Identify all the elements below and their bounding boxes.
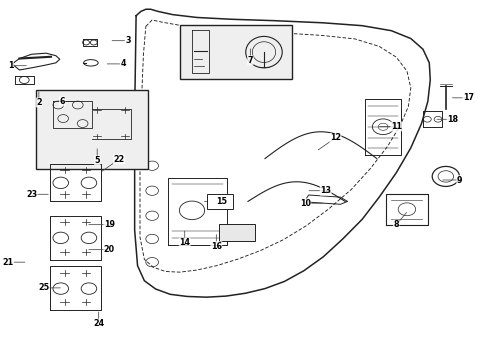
Text: 22: 22 xyxy=(114,155,125,164)
Text: 21: 21 xyxy=(2,258,14,267)
Text: 10: 10 xyxy=(300,199,311,208)
Text: 18: 18 xyxy=(447,115,458,124)
Text: 2: 2 xyxy=(36,98,42,107)
Text: 6: 6 xyxy=(59,97,65,106)
Text: 17: 17 xyxy=(463,93,474,102)
Text: 16: 16 xyxy=(211,242,222,251)
Text: 3: 3 xyxy=(125,36,131,45)
Text: 15: 15 xyxy=(216,197,227,206)
Text: 11: 11 xyxy=(391,122,402,131)
Text: 14: 14 xyxy=(179,238,190,247)
Text: 19: 19 xyxy=(104,220,115,229)
Text: 24: 24 xyxy=(93,319,104,328)
Text: 8: 8 xyxy=(393,220,399,229)
Text: 1: 1 xyxy=(8,61,13,70)
Text: 12: 12 xyxy=(330,133,341,142)
FancyBboxPatch shape xyxy=(180,25,292,79)
Bar xyxy=(207,194,233,209)
Text: 13: 13 xyxy=(320,186,331,195)
Text: 25: 25 xyxy=(38,283,49,292)
Text: 7: 7 xyxy=(247,56,253,65)
Text: 20: 20 xyxy=(104,245,115,254)
Bar xyxy=(219,224,255,242)
FancyBboxPatch shape xyxy=(36,90,148,168)
Text: 23: 23 xyxy=(26,190,37,199)
Text: 4: 4 xyxy=(120,59,126,68)
Text: 5: 5 xyxy=(95,156,100,165)
Text: 9: 9 xyxy=(457,176,462,185)
